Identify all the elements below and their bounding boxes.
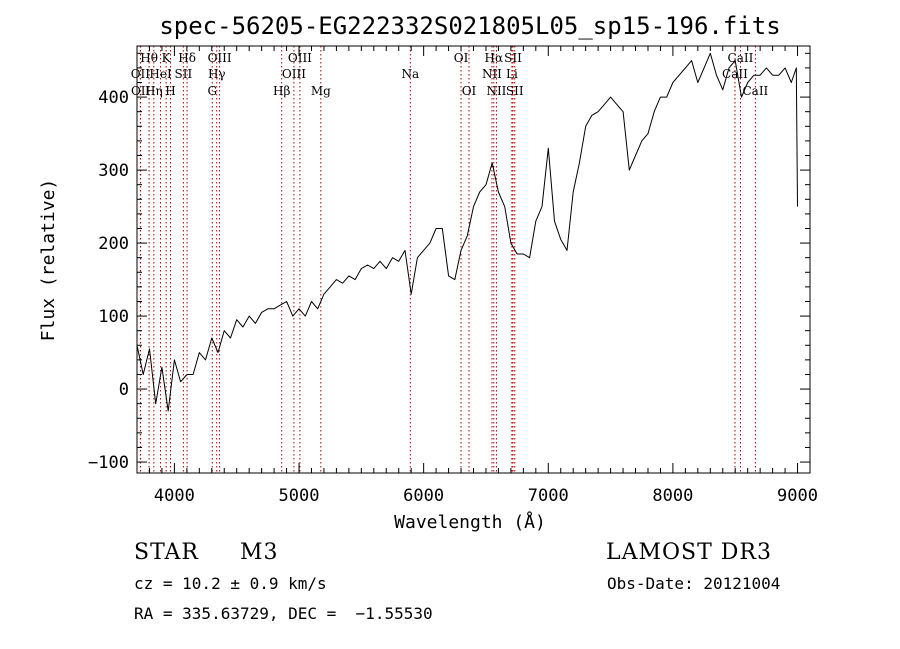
y-tick-label: 200	[98, 234, 129, 254]
spectral-line-label: Hθ	[140, 51, 158, 65]
chart-title: spec-56205-EG222332S021805L05_sp15-196.f…	[159, 12, 780, 40]
spectral-line-label: SII	[506, 84, 524, 98]
plot-frame	[136, 45, 811, 474]
spectral-line-label: SII	[504, 51, 522, 65]
coordinates: RA = 335.63729, DEC = −1.55530	[134, 604, 433, 623]
x-tick-label: 6000	[403, 486, 444, 506]
spectral-line-label: Hα	[485, 51, 504, 65]
spectral-line-label: OI	[462, 84, 477, 98]
spectral-line-label: Hγ	[208, 67, 226, 81]
spectral-line-label: Li	[506, 67, 518, 81]
spectral-line-label: NII	[482, 67, 502, 81]
spectral-line-label: Hδ	[178, 51, 196, 65]
spectral-line-label: CaII	[742, 84, 768, 98]
spectral-line-label: SII	[175, 67, 193, 81]
x-tick-label: 8000	[652, 486, 693, 506]
x-tick-label: 9000	[777, 486, 818, 506]
spectral-line-label: K	[162, 51, 172, 65]
spectral-line-label: H	[165, 84, 175, 98]
x-axis-label: Wavelength (Å)	[394, 511, 546, 533]
spectral-line-label: CaII	[728, 51, 754, 65]
spectral-line-label: OII	[131, 84, 151, 98]
spectral-line-label: Hβ	[273, 84, 290, 98]
y-axis-label: Flux (relative)	[38, 179, 59, 342]
y-tick-label: 300	[98, 161, 129, 181]
x-tick-label: 4000	[154, 486, 195, 506]
y-tick-label: −100	[88, 453, 129, 473]
survey-name: LAMOST DR3	[606, 540, 772, 565]
x-tick-label: 7000	[528, 486, 569, 506]
spectral-line-label: HeI	[149, 67, 172, 81]
spectrum-line	[136, 52, 798, 412]
x-tick-label: 5000	[279, 486, 320, 506]
redshift-cz: cz = 10.2 ± 0.9 km/s	[134, 574, 327, 593]
spectral-line-markers	[139, 46, 756, 473]
spectral-line-label: OII	[131, 67, 151, 81]
axis-tick-labels: 4000 5000 6000 7000 8000 9000 −100 0 100 200 300 40…	[88, 88, 818, 506]
obs-date: Obs-Date: 20121004	[607, 574, 781, 593]
spectral-line-label: G	[207, 84, 217, 98]
spectral-line-label: OI	[454, 51, 469, 65]
y-tick-label: 100	[98, 307, 129, 327]
spectral-line-label: OIII	[208, 51, 232, 65]
axis-ticks	[137, 46, 811, 473]
y-tick-label: 400	[98, 88, 129, 108]
spectral-line-label: OIII	[288, 51, 312, 65]
subclass: M3	[240, 540, 279, 565]
spectral-line-label: Hη	[145, 84, 163, 98]
object-type: STAR	[134, 540, 199, 565]
spectral-line-label: OIII	[282, 67, 306, 81]
spectral-line-label: Na	[401, 67, 419, 81]
y-tick-label: 0	[119, 380, 129, 400]
spectral-line-label: NII	[486, 84, 506, 98]
spectral-line-label: Mg	[311, 84, 331, 98]
spectrum-series	[136, 52, 798, 412]
